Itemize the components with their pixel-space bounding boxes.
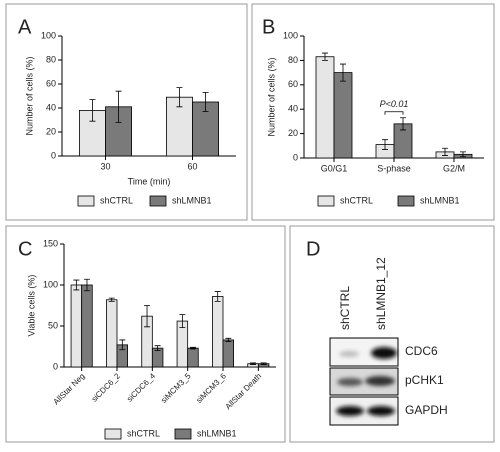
x-axis-label: Time (min) [128,176,171,186]
y-tick-label: 100 [43,279,58,289]
band-label: pCHK1 [405,373,444,387]
error-bar [115,90,122,123]
blot-band [339,351,359,357]
y-tick-label: 150 [43,238,58,248]
legend-swatch [317,195,335,207]
legend-label: shCTRL [340,195,373,205]
band-label: GAPDH [405,403,448,417]
bar [105,106,133,157]
panel-label: A [18,16,32,38]
bar [211,296,224,368]
blot-band [337,378,363,386]
x-tick-label: 30 [100,161,110,171]
panel-label: C [18,238,32,260]
y-tick-label: 0 [293,152,298,162]
error-bar [214,291,221,302]
x-tick-label: siMCM3_5 [159,371,193,405]
lane-label: shCTRL [338,286,352,330]
bar [106,299,118,368]
error-bar [73,279,80,291]
x-tick-label: G0/G1 [321,163,348,173]
y-tick-label: 100 [41,30,56,40]
bar [315,56,335,159]
significance-bracket [384,111,404,115]
y-axis-label: Number of cells (%) [24,56,34,135]
error-bar [460,151,466,158]
panel-frame [5,225,286,443]
error-bar [189,346,196,350]
blot-band [371,347,397,359]
y-tick-label: 40 [46,102,56,112]
panel-frame [289,225,495,443]
legend-label: shLMNB1 [197,428,237,438]
y-tick-label: 60 [46,78,56,88]
blot-band [336,406,364,416]
bar [70,284,83,368]
panel-label: D [306,238,320,260]
x-tick-label: AllStar Neg [52,372,87,407]
panel-label: B [262,16,275,38]
x-tick-label: AllStar Death [224,372,264,412]
x-tick-label: 60 [187,161,197,171]
error-bar [119,339,126,351]
y-tick-label: 80 [288,55,298,65]
lane-label: shLMNB1_12 [374,257,388,330]
error-bar [260,362,267,365]
error-bar [442,147,448,156]
panel-frame [5,3,248,221]
legend-label: shCTRL [100,195,133,205]
error-bar [250,362,257,365]
error-bar [400,117,406,131]
legend-label: shLMNB1 [172,195,212,205]
error-bar [108,297,115,302]
legend-swatch [149,195,167,207]
error-bar [225,337,232,342]
bar [81,284,93,368]
annotation: P<0.01 [380,99,409,109]
y-tick-label: 0 [51,150,56,160]
panel-frame [251,3,495,221]
y-tick-label: 0 [53,361,58,371]
error-bar [202,92,209,112]
legend-swatch [174,428,192,440]
y-tick-label: 60 [288,79,298,89]
legend-label: shCTRL [127,428,160,438]
blot-band [367,406,395,416]
x-tick-label: S-phase [377,163,411,173]
error-bar [322,52,328,61]
y-tick-label: 50 [48,320,58,330]
band-label: CDC6 [405,344,438,358]
bar [222,339,235,368]
error-bar [382,139,388,150]
error-bar [154,345,161,351]
legend-swatch [77,195,95,207]
x-tick-label: siCDC6_4 [125,371,158,404]
x-tick-label: siMCM3_6 [195,371,229,405]
y-tick-label: 20 [288,128,298,138]
error-bar [179,314,186,329]
x-tick-label: siCDC6_2 [90,371,123,404]
bar [333,72,353,159]
y-tick-label: 20 [46,126,56,136]
legend-swatch [397,195,415,207]
legend-swatch [104,428,122,440]
y-tick-label: 40 [288,104,298,114]
y-tick-label: 80 [46,54,56,64]
legend-label: shLMNB1 [420,195,460,205]
error-bar [176,87,183,108]
error-bar [144,305,151,328]
y-axis-label: Viable cells (%) [26,275,36,337]
error-bar [89,99,96,122]
error-bar [83,278,90,292]
blot-band [365,376,395,386]
bar [187,347,199,368]
y-axis-label: Number of cells (%) [266,57,276,136]
error-bar [340,63,346,82]
x-tick-label: G2/M [443,163,465,173]
y-tick-label: 100 [283,30,298,40]
